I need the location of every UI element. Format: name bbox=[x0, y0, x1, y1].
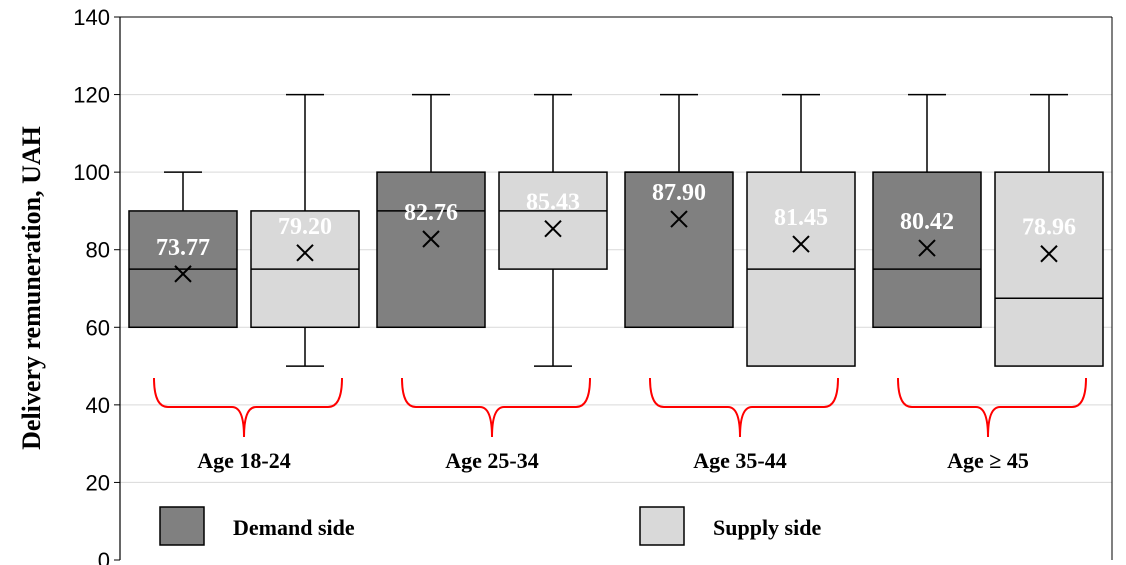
box bbox=[376, 171, 486, 329]
group-label: Age 18-24 bbox=[197, 448, 290, 473]
group-label: Age ≥ 45 bbox=[947, 448, 1029, 473]
legend-swatch bbox=[159, 506, 205, 546]
y-tick-label: 80 bbox=[86, 238, 110, 263]
y-tick-label: 60 bbox=[86, 315, 110, 340]
mean-marker bbox=[296, 244, 314, 262]
y-tick-label: 0 bbox=[98, 548, 110, 565]
y-axis-label: Delivery remuneration, UAH bbox=[17, 126, 46, 450]
group-brace bbox=[649, 377, 839, 438]
mean-label: 82.76 bbox=[404, 200, 458, 226]
mean-marker bbox=[174, 265, 192, 283]
group-brace bbox=[153, 377, 343, 438]
boxes: 73.77 79.20 82.76 85.43 87.90 81.45 80.42 78.96 bbox=[128, 93, 1104, 367]
y-tick-label: 140 bbox=[73, 5, 110, 30]
box bbox=[994, 171, 1104, 367]
mean-marker bbox=[670, 210, 688, 228]
legend: Demand side Supply side bbox=[159, 506, 821, 546]
box bbox=[498, 171, 608, 270]
group-label: Age 35-44 bbox=[693, 448, 786, 473]
box bbox=[624, 171, 734, 329]
box bbox=[872, 171, 982, 329]
y-tick-label: 120 bbox=[73, 83, 110, 108]
mean-label: 79.20 bbox=[278, 214, 332, 240]
mean-label: 81.45 bbox=[774, 205, 828, 231]
mean-marker bbox=[792, 235, 810, 253]
mean-label: 78.96 bbox=[1022, 215, 1076, 241]
mean-label: 87.90 bbox=[652, 180, 706, 206]
legend-swatch bbox=[639, 506, 685, 546]
y-tick-label: 100 bbox=[73, 160, 110, 185]
group-label: Age 25-34 bbox=[445, 448, 538, 473]
mean-marker bbox=[544, 219, 562, 238]
mean-marker bbox=[422, 230, 440, 248]
y-tick-label: 40 bbox=[86, 393, 110, 418]
legend-label: Demand side bbox=[233, 515, 355, 540]
mean-label: 73.77 bbox=[156, 235, 210, 261]
group-brace bbox=[401, 377, 591, 438]
axes: 0 20 40 60 80 100 120 140 bbox=[73, 5, 1113, 565]
legend-label: Supply side bbox=[713, 515, 821, 540]
mean-label: 80.42 bbox=[900, 209, 954, 235]
mean-label: 85.43 bbox=[526, 190, 580, 216]
group-braces: Age 18-24 Age 25-34 Age 35-44 Age ≥ 45 bbox=[153, 377, 1087, 473]
y-tick-label: 20 bbox=[86, 470, 110, 495]
group-brace bbox=[897, 377, 1087, 438]
mean-marker bbox=[1040, 245, 1058, 263]
mean-marker bbox=[918, 239, 936, 257]
